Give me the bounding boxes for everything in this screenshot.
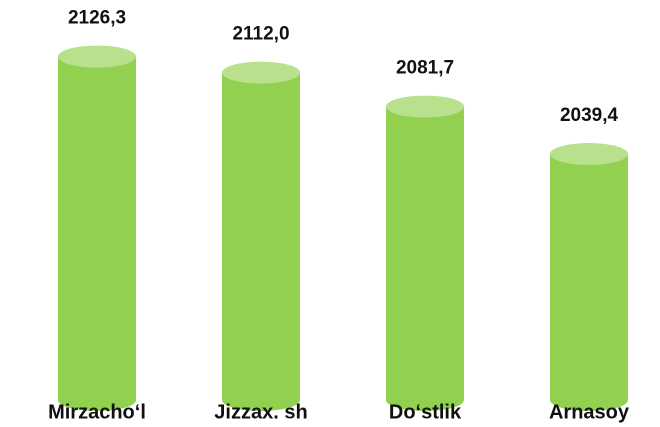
- value-label: 2126,3: [68, 8, 126, 29]
- bar: [386, 106, 464, 411]
- value-label: 2112,0: [232, 24, 289, 45]
- bar: [58, 56, 136, 412]
- bar-top: [386, 95, 464, 118]
- bar: [550, 154, 628, 412]
- x-tick-label: Jizzax. sh: [214, 401, 307, 423]
- value-label: 2081,7: [396, 58, 454, 79]
- bar-top: [58, 45, 136, 68]
- x-tick-label: Arnasoy: [549, 401, 630, 423]
- bar-top: [222, 61, 300, 84]
- bar: [222, 72, 300, 411]
- bar-top: [550, 143, 628, 166]
- x-tick-label: Do‘stlik: [389, 401, 462, 423]
- value-label: 2039,4: [560, 105, 619, 126]
- x-tick-label: Mirzacho‘l: [48, 401, 146, 423]
